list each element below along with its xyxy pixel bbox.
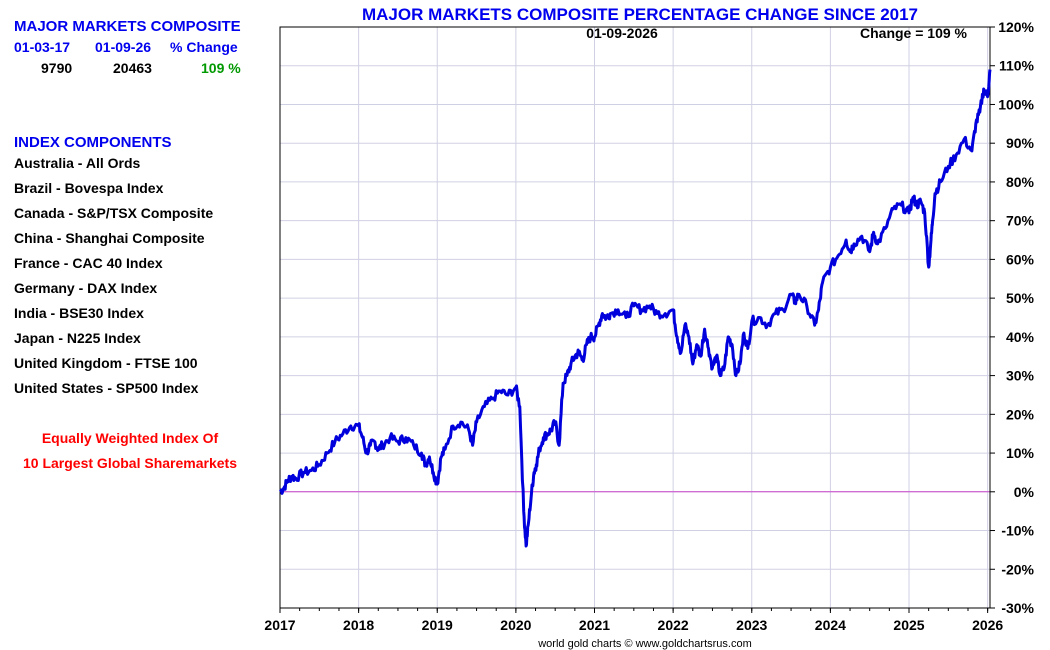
note-line-2: 10 Largest Global Sharemarkets xyxy=(23,455,237,471)
x-tick-label: 2025 xyxy=(893,617,924,633)
summary-title: MAJOR MARKETS COMPOSITE xyxy=(14,18,241,35)
y-tick-label: 100% xyxy=(998,96,1034,112)
y-tick-label: 120% xyxy=(998,19,1034,35)
note-line-1: Equally Weighted Index Of xyxy=(41,430,219,446)
percent-change-header: % Change xyxy=(170,39,238,55)
y-tick-label: 0% xyxy=(1014,484,1035,500)
end-date-header: 01-09-26 xyxy=(95,39,152,55)
y-tick-label: 80% xyxy=(1006,174,1035,190)
x-tick-label: 2023 xyxy=(736,617,767,633)
y-tick-label: 60% xyxy=(1006,251,1035,267)
y-tick-label: 50% xyxy=(1006,290,1035,306)
start-value: 9790 xyxy=(41,60,73,76)
y-tick-label: 20% xyxy=(1006,406,1035,422)
y-axis: 120% 110% 100% 90% 80% 70% 60% 50% 40% 30% 20% 10% 0… xyxy=(990,19,1035,616)
y-tick-label: -30% xyxy=(1001,600,1034,616)
plot-frame xyxy=(279,26,991,609)
start-date-header: 01-03-17 xyxy=(14,39,71,55)
x-tick-label: 2018 xyxy=(343,617,374,633)
x-tick-label: 2019 xyxy=(422,617,453,633)
x-axis: 2017 2018 2019 2020 2021 2022 2023 2024 2025 2026 xyxy=(264,608,1003,633)
x-tick-label: 2026 xyxy=(972,617,1003,633)
component-item: United States - SP500 Index xyxy=(14,380,199,396)
y-tick-label: 110% xyxy=(999,58,1035,74)
component-item: France - CAC 40 Index xyxy=(14,255,163,271)
component-item: China - Shanghai Composite xyxy=(14,230,205,246)
y-tick-label: 30% xyxy=(1006,368,1035,384)
component-item: Australia - All Ords xyxy=(14,155,141,171)
chart-title: MAJOR MARKETS COMPOSITE PERCENTAGE CHANG… xyxy=(362,5,918,24)
components-title: INDEX COMPONENTS xyxy=(14,134,172,151)
grid xyxy=(279,26,990,609)
y-tick-label: 90% xyxy=(1006,135,1035,151)
component-item: Brazil - Bovespa Index xyxy=(14,180,164,196)
y-tick-label: 40% xyxy=(1006,329,1035,345)
percent-change-value: 109 % xyxy=(201,60,241,76)
y-tick-label: -10% xyxy=(1001,523,1034,539)
x-tick-label: 2024 xyxy=(815,617,846,633)
x-tick-label: 2022 xyxy=(658,617,689,633)
y-tick-label: 10% xyxy=(1006,445,1035,461)
component-item: India - BSE30 Index xyxy=(14,305,144,321)
change-label: Change = 109 % xyxy=(860,25,968,41)
x-tick-label: 2021 xyxy=(579,617,610,633)
series-line xyxy=(279,69,992,548)
y-tick-label: 70% xyxy=(1006,213,1035,229)
date-label: 01-09-2026 xyxy=(586,25,658,41)
end-value: 20463 xyxy=(113,60,152,76)
y-tick-label: -20% xyxy=(1001,561,1034,577)
component-item: Germany - DAX Index xyxy=(14,280,158,296)
component-item: United Kingdom - FTSE 100 xyxy=(14,355,198,371)
component-item: Canada - S&P/TSX Composite xyxy=(14,205,214,221)
credit-text: world gold charts © www.goldchartsrus.co… xyxy=(537,638,752,650)
x-tick-label: 2020 xyxy=(500,617,531,633)
x-tick-label: 2017 xyxy=(264,617,295,633)
component-item: Japan - N225 Index xyxy=(14,330,141,346)
